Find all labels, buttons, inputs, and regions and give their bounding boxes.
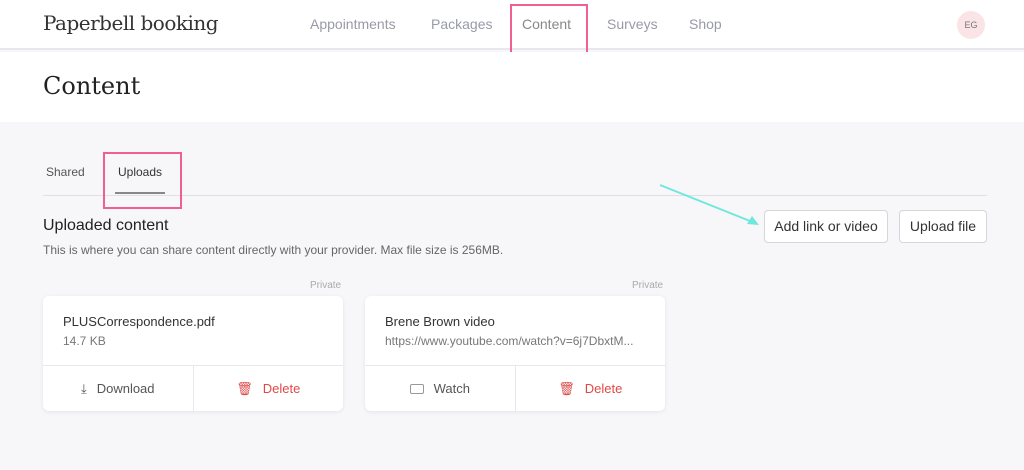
tab-shared[interactable]: Shared [46,165,85,179]
nav-appointments[interactable]: Appointments [310,16,396,32]
watch-button[interactable]: Watch [365,366,515,411]
add-link-button[interactable]: Add link or video [764,210,888,243]
nav-packages[interactable]: Packages [431,16,493,32]
delete-button[interactable]: 🗑 Delete [192,366,344,411]
video-url[interactable]: https://www.youtube.com/watch?v=6j7DbxtM… [385,334,634,348]
visibility-label: Private [310,280,342,291]
avatar[interactable]: EG [957,11,985,39]
file-card: PLUSCorrespondence.pdf 14.7 KB ⤓ Download… [43,296,343,411]
upload-file-button[interactable]: Upload file [899,210,987,243]
watch-label: Watch [433,381,470,396]
tab-divider [43,195,987,196]
visibility-label: Private [632,280,664,291]
page-title: Content [43,72,141,100]
highlight-box [510,4,588,56]
video-camera-icon [409,383,424,394]
download-icon: ⤓ [80,380,87,396]
section-title: Uploaded content [43,217,169,234]
nav-content[interactable]: Content [522,16,572,32]
brand-logo[interactable]: Paperbell booking [43,11,219,35]
tab-uploads[interactable]: Uploads [118,165,163,179]
trash-icon: 🗑 [558,380,575,396]
section-description: This is where you can share content dire… [43,243,504,257]
delete-label: Delete [584,381,623,396]
video-name: Brene Brown video [385,314,495,329]
delete-label: Delete [262,381,301,396]
download-button[interactable]: ⤓ Download [43,366,193,411]
nav-surveys[interactable]: Surveys [607,16,658,32]
video-card: Brene Brown video https://www.youtube.co… [365,296,665,411]
download-label: Download [96,381,155,396]
trash-icon: 🗑 [236,380,253,396]
top-nav: Paperbell booking Appointments Packages … [0,0,1024,50]
arrow-annotation [659,184,759,225]
tab-underline [115,192,165,194]
highlight-box [103,152,182,209]
file-name: PLUSCorrespondence.pdf [63,314,215,329]
delete-button[interactable]: 🗑 Delete [514,366,666,411]
file-size: 14.7 KB [63,334,106,348]
page-header: Content [0,52,1024,122]
nav-shop[interactable]: Shop [689,16,722,32]
